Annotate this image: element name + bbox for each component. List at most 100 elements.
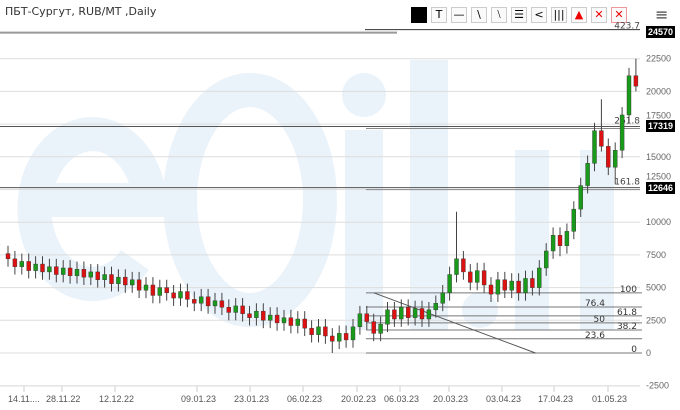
y-tick-label: 2500 [646, 315, 666, 325]
candle-up [571, 208, 576, 232]
candle-down [419, 308, 425, 320]
x-tick-label: 17.04.23 [538, 394, 574, 404]
fan-icon[interactable]: < [531, 7, 547, 23]
candle-down [406, 307, 411, 318]
y-tick-label: 10000 [646, 217, 671, 227]
candle-down [171, 292, 176, 299]
candle-up [378, 324, 383, 334]
fib-level-label: 0 [631, 345, 637, 355]
candle-up [592, 130, 597, 164]
drawing-toolbar: T — \ ⧵ ☰ < ||| ▲ ✕ ✕ [411, 7, 627, 23]
candle-up [102, 274, 107, 280]
candle-down [516, 280, 521, 294]
color-square-icon[interactable] [411, 7, 427, 23]
text-tool-icon[interactable]: T [431, 7, 447, 23]
candle-down [136, 279, 142, 291]
candle-down [302, 318, 307, 329]
candle-up [178, 291, 183, 299]
layers-icon[interactable]: ▲ [571, 7, 587, 23]
candle-up [412, 308, 418, 318]
candle-up [281, 317, 287, 324]
candle-down [26, 261, 31, 271]
candle-up [475, 270, 480, 283]
x-tick-label: 06.03.23 [384, 394, 420, 404]
fib-extension-label: 161.8 [614, 178, 640, 188]
watermark-letter-i [345, 130, 383, 330]
candle-up [578, 185, 583, 210]
candle-down [557, 235, 563, 246]
fib-level-label: 100 [620, 285, 637, 295]
candle-up [88, 271, 94, 278]
candle-up [619, 114, 625, 151]
candle-up [33, 263, 38, 271]
candle-down [288, 317, 294, 326]
horizontal-line-icon[interactable]: — [451, 7, 467, 23]
candle-down [606, 146, 611, 168]
delete-all-icon[interactable]: ✕ [611, 7, 627, 23]
x-tick-label: 23.01.23 [234, 394, 270, 404]
x-tick-label: 09.01.23 [181, 394, 217, 404]
candle-down [150, 284, 156, 296]
candle-down [502, 279, 507, 291]
candle-up [198, 296, 204, 304]
y-tick-label: -2500 [646, 381, 669, 391]
candle-up [316, 326, 321, 335]
y-tick-label: 5000 [646, 283, 666, 293]
hamburger-menu-icon[interactable]: ≡ [655, 5, 669, 24]
fib-level-label: 61.8 [617, 308, 637, 318]
x-tick-label: 14.11.... [8, 394, 40, 404]
candle-up [295, 318, 300, 326]
candle-down [226, 307, 232, 313]
trend-line-icon[interactable]: \ [471, 7, 487, 23]
x-tick-label: 20.02.23 [341, 394, 377, 404]
candle-up [447, 274, 452, 294]
price-label-box: 24570 [646, 25, 676, 38]
y-tick-label: 7500 [646, 250, 666, 260]
candle-down [481, 270, 487, 286]
candle-up [47, 266, 52, 273]
x-tick-label: 20.03.23 [433, 394, 469, 404]
candle-up [426, 309, 432, 320]
candle-down [599, 130, 604, 147]
candle-down [323, 326, 328, 337]
candle-up [399, 307, 404, 320]
candle-up [385, 309, 390, 325]
candle-up [268, 314, 273, 321]
chart-title: ПБТ-Сургут, RUB/MT ,Daily [5, 5, 157, 18]
candle-up [19, 261, 24, 267]
candle-down [219, 300, 225, 308]
candle-down [67, 267, 73, 277]
y-tick-label: 22500 [646, 54, 671, 64]
price-label-box: 12646 [646, 181, 676, 194]
parallel-lines-icon[interactable]: ⧵ [491, 7, 507, 23]
candle-down [530, 278, 535, 288]
fib-level-label: 76.4 [585, 299, 605, 309]
candle-down [240, 305, 245, 314]
fibonacci-icon[interactable]: ☰ [511, 7, 527, 23]
candle-up [212, 300, 218, 307]
candle-down [247, 313, 252, 318]
candle-down [40, 263, 45, 273]
y-tick-label: 12500 [646, 172, 671, 182]
candle-up [254, 310, 259, 318]
candle-up [626, 75, 632, 116]
candle-up [350, 326, 356, 341]
y-tick-label: 15000 [646, 152, 671, 162]
x-tick-label: 28.11.22 [46, 394, 81, 404]
watermark-letter-r [515, 150, 549, 330]
candle-down [95, 271, 100, 280]
candle-down [192, 299, 197, 304]
candle-up [544, 250, 549, 269]
candle-up [564, 231, 570, 246]
candle-down [205, 296, 211, 307]
candle-up [74, 269, 80, 277]
candle-down [81, 269, 87, 278]
vertical-lines-icon[interactable]: ||| [551, 7, 567, 23]
price-label-box: 17319 [646, 120, 676, 133]
delete-icon[interactable]: ✕ [591, 7, 607, 23]
candle-up [337, 333, 342, 342]
candle-down [392, 309, 397, 320]
candle-down [54, 266, 59, 275]
x-tick-label: 01.05.23 [592, 394, 628, 404]
y-tick-label: 20000 [646, 86, 671, 96]
